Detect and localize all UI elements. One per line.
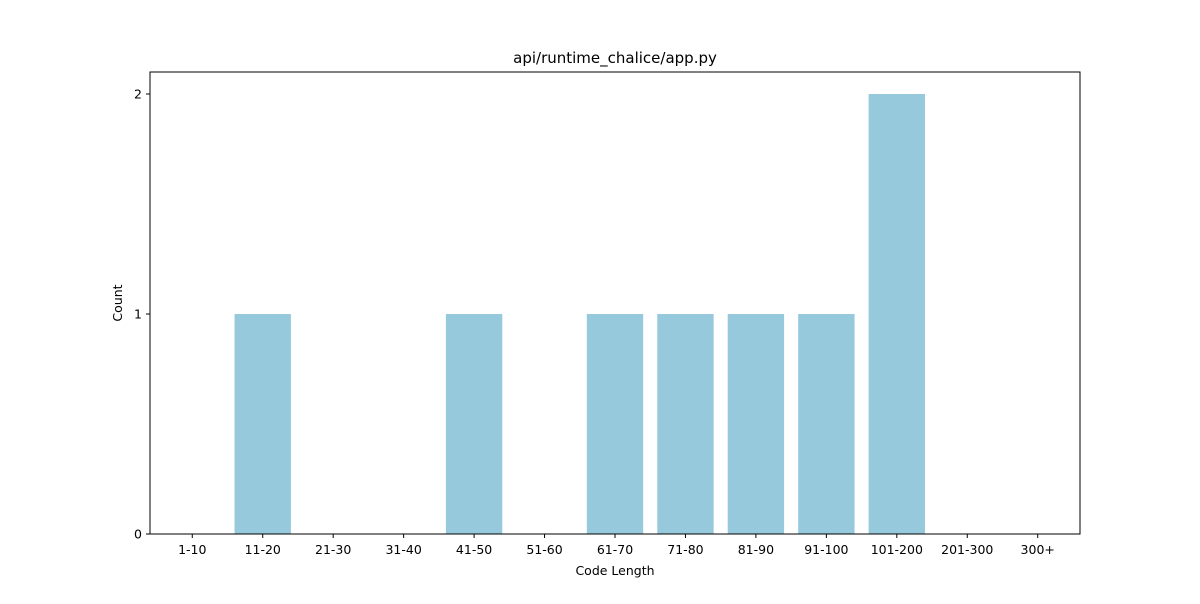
- y-tick-label: 0: [134, 527, 142, 542]
- x-tick-label: 201-300: [941, 542, 993, 557]
- bar-101-200: [868, 94, 925, 534]
- x-tick-label: 1-10: [178, 542, 206, 557]
- bar-81-90: [727, 314, 785, 534]
- x-tick-label: 300+: [1021, 542, 1055, 557]
- bar-41-50: [445, 314, 503, 534]
- bar-91-100: [798, 314, 855, 534]
- y-tick-label: 1: [134, 307, 142, 322]
- x-tick-label: 101-200: [871, 542, 923, 557]
- x-tick-label: 71-80: [667, 542, 703, 557]
- x-tick-label: 41-50: [456, 542, 492, 557]
- bar-71-80: [657, 314, 714, 534]
- x-tick-label: 81-90: [738, 542, 774, 557]
- x-axis-label: Code Length: [575, 563, 654, 578]
- x-axis-ticks: 1-10 11-20 21-30 31-40 41-50 51-60 61-70 71-80 8…: [178, 534, 1055, 557]
- y-axis-label: Count: [110, 284, 125, 321]
- x-tick-label: 61-70: [597, 542, 633, 557]
- y-axis-ticks: 0 1 2: [134, 87, 150, 542]
- y-tick-label: 2: [134, 87, 142, 102]
- x-tick-label: 91-100: [804, 542, 848, 557]
- x-tick-label: 21-30: [315, 542, 351, 557]
- bar-61-70: [586, 314, 644, 534]
- plot-frame: [149, 71, 1081, 535]
- x-tick-label: 51-60: [526, 542, 562, 557]
- x-tick-label: 11-20: [245, 542, 281, 557]
- bars-layer: [234, 94, 925, 534]
- x-tick-label: 31-40: [385, 542, 421, 557]
- bar-11-20: [234, 314, 291, 534]
- chart-title: api/runtime_chalice/app.py: [513, 49, 717, 68]
